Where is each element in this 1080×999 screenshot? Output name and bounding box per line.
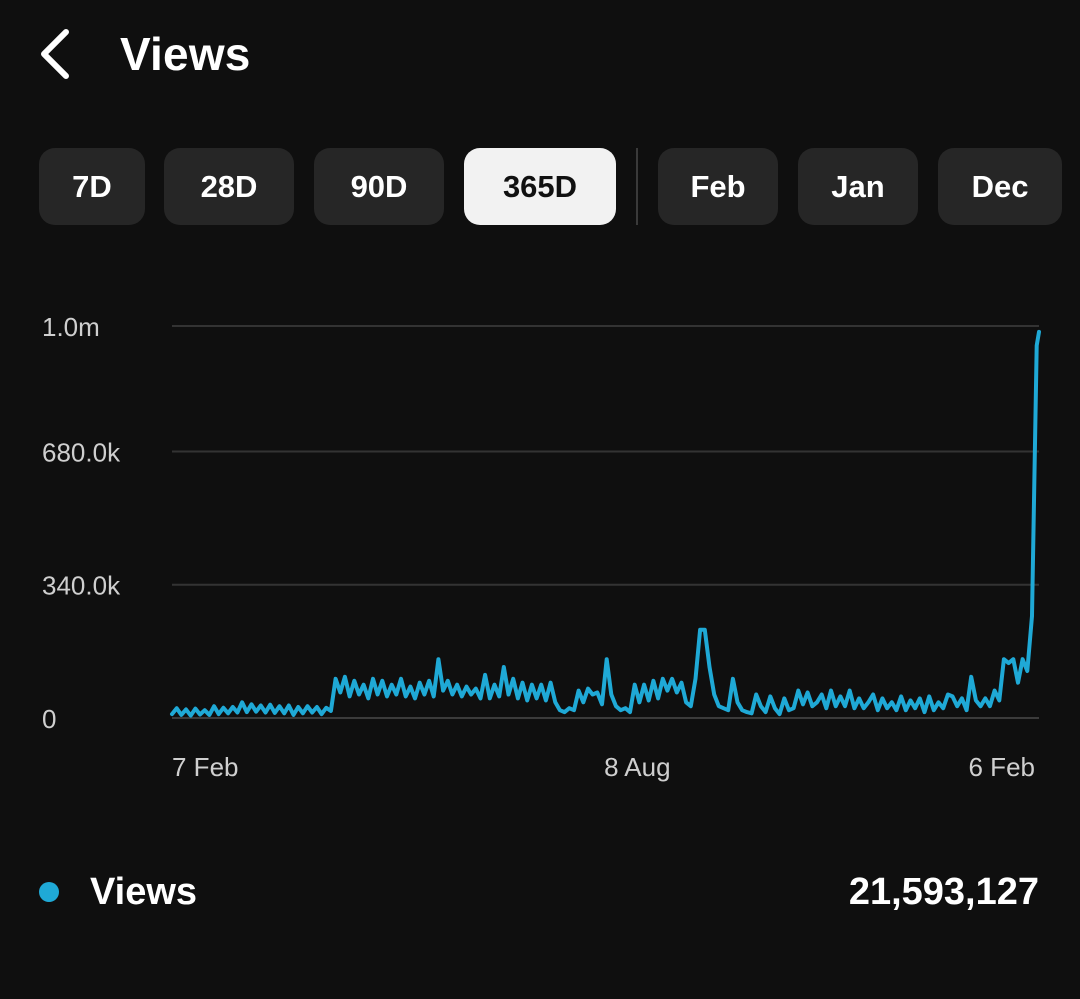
filter-90d-button[interactable]: 90D [314,148,444,225]
legend: Views 21,593,127 [0,860,1080,924]
total-views-value: 21,593,127 [848,871,1039,913]
back-button[interactable] [34,26,86,82]
y-tick-label: 340.0k [42,571,121,601]
chevron-left-icon [41,29,69,79]
page-title: Views [120,28,251,80]
y-tick-label: 680.0k [42,437,121,467]
filter-28d-button[interactable]: 28D [164,148,294,225]
filter-bar: 7D 28D 90D 365D Feb Jan Dec [0,148,1080,226]
legend-series-label: Views [90,871,198,913]
filter-month-feb-button[interactable]: Feb [658,148,778,225]
series-line-views [170,329,1041,718]
filter-month-jan-button[interactable]: Jan [798,148,918,225]
filter-divider [636,148,638,225]
chart-canvas: 0 340.0k 680.0k 1.0m 7 Feb 8 Aug 6 Feb [42,312,1041,782]
filter-7d-button[interactable]: 7D [39,148,145,225]
x-tick-label: 7 Feb [172,752,239,782]
filter-365d-button[interactable]: 365D [464,148,616,225]
y-tick-label: 1.0m [42,312,100,342]
views-chart: 0 340.0k 680.0k 1.0m 7 Feb 8 Aug 6 Feb [0,290,1080,810]
y-tick-label: 0 [42,704,56,734]
legend-series-dot [39,882,59,902]
filter-month-dec-button[interactable]: Dec [938,148,1062,225]
x-tick-label: 8 Aug [604,752,671,782]
x-tick-label: 6 Feb [969,752,1036,782]
header: Views [0,0,1080,110]
